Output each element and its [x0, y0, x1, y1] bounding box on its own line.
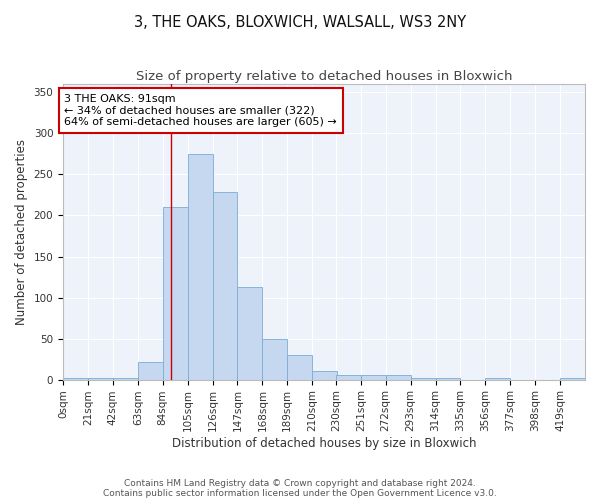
Bar: [212, 192, 238, 380]
Bar: [410, 378, 436, 380]
Bar: [88, 378, 113, 380]
Bar: [188, 154, 212, 380]
Bar: [287, 355, 312, 380]
Text: Contains public sector information licensed under the Open Government Licence v3: Contains public sector information licen…: [103, 488, 497, 498]
Text: 3, THE OAKS, BLOXWICH, WALSALL, WS3 2NY: 3, THE OAKS, BLOXWICH, WALSALL, WS3 2NY: [134, 15, 466, 30]
Bar: [113, 378, 138, 380]
Title: Size of property relative to detached houses in Bloxwich: Size of property relative to detached ho…: [136, 70, 512, 83]
Bar: [238, 287, 262, 380]
Bar: [436, 378, 460, 380]
Bar: [336, 376, 361, 380]
Bar: [63, 378, 88, 380]
Y-axis label: Number of detached properties: Number of detached properties: [15, 139, 28, 325]
Text: Contains HM Land Registry data © Crown copyright and database right 2024.: Contains HM Land Registry data © Crown c…: [124, 478, 476, 488]
Bar: [138, 362, 163, 380]
X-axis label: Distribution of detached houses by size in Bloxwich: Distribution of detached houses by size …: [172, 437, 476, 450]
Bar: [361, 376, 386, 380]
Bar: [560, 378, 585, 380]
Text: 3 THE OAKS: 91sqm
← 34% of detached houses are smaller (322)
64% of semi-detache: 3 THE OAKS: 91sqm ← 34% of detached hous…: [64, 94, 337, 127]
Bar: [485, 378, 510, 380]
Bar: [386, 376, 410, 380]
Bar: [163, 208, 188, 380]
Bar: [312, 372, 337, 380]
Bar: [262, 338, 287, 380]
